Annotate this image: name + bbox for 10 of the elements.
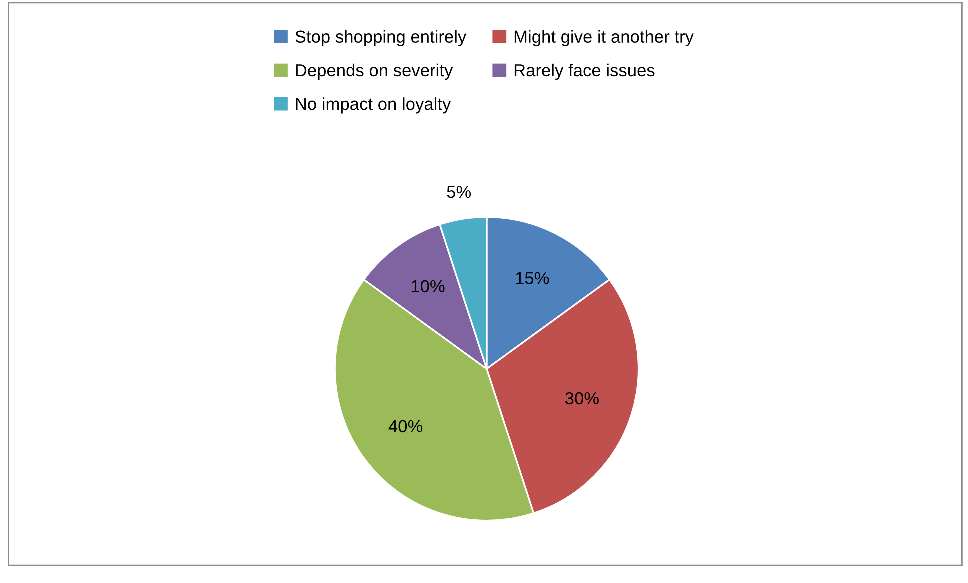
data-label: 5%: [447, 186, 472, 198]
data-label: 30%: [566, 392, 599, 405]
legend-label: No impact on loyalty: [296, 98, 452, 114]
legend-label: Stop shopping entirely: [296, 30, 467, 46]
data-label: 40%: [388, 420, 423, 433]
legend-label: Rarely face issues: [514, 64, 655, 80]
legend-label: Might give it another try: [514, 30, 694, 46]
data-label: 10%: [412, 280, 445, 293]
legend-label: Depends on severity: [296, 64, 454, 80]
data-label: 15%: [516, 272, 550, 284]
